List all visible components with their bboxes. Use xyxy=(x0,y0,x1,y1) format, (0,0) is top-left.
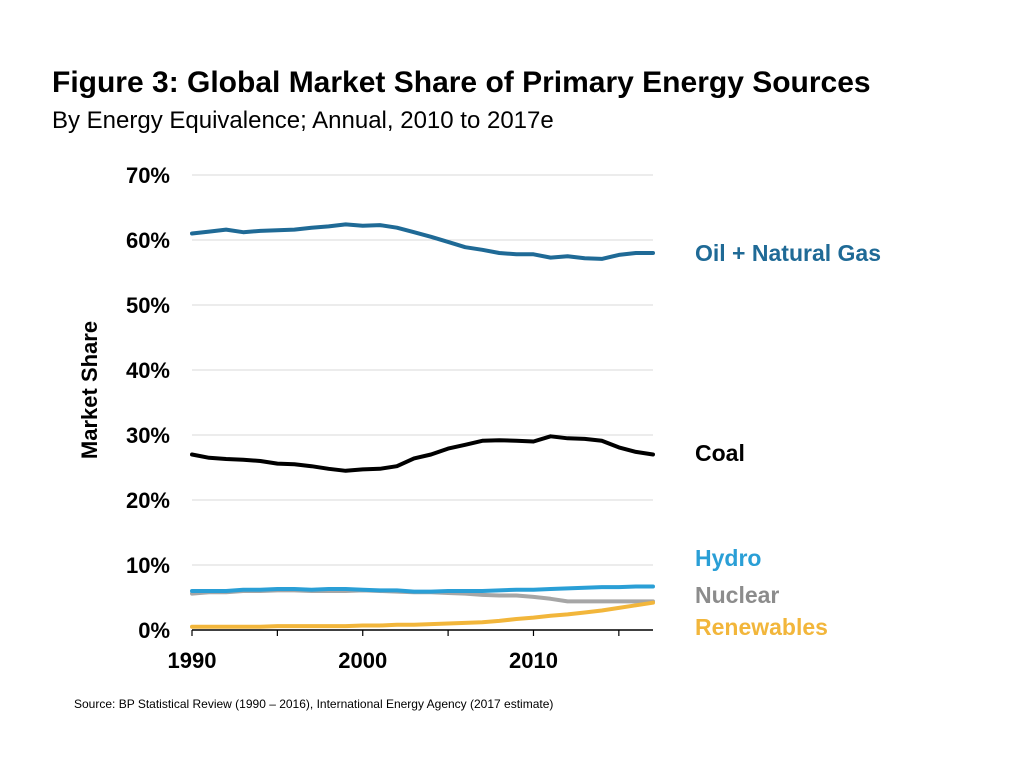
y-tick-label: 70% xyxy=(126,163,170,188)
y-tick-label: 0% xyxy=(138,618,170,643)
series-label-oil-natural-gas: Oil + Natural Gas xyxy=(695,240,881,266)
series-line-oil-natural-gas xyxy=(190,222,655,261)
y-tick-label: 40% xyxy=(126,358,170,383)
chart-subtitle: By Energy Equivalence; Annual, 2010 to 2… xyxy=(52,107,554,134)
series-label-renewables: Renewables xyxy=(695,614,828,640)
x-axis: 1990 2000 2010 xyxy=(168,629,653,673)
y-tick-label: 30% xyxy=(126,423,170,448)
gridlines xyxy=(192,174,653,566)
y-tick-label: 10% xyxy=(126,553,170,578)
series-lines xyxy=(190,222,655,629)
source-note: Source: BP Statistical Review (1990 – 20… xyxy=(74,697,554,711)
x-tick-label: 2010 xyxy=(509,648,558,673)
series-label-nuclear: Nuclear xyxy=(695,582,779,608)
series-label-coal: Coal xyxy=(695,440,745,466)
y-axis-label: Market Share xyxy=(77,321,102,459)
series-label-hydro: Hydro xyxy=(695,545,761,571)
series-line-coal xyxy=(190,434,655,473)
x-tick-label: 1990 xyxy=(168,648,217,673)
series-line-hydro xyxy=(190,584,655,594)
series-labels: Oil + Natural Gas Coal Hydro Nuclear Renewab… xyxy=(695,240,881,640)
y-axis-ticks: 0% 10% 20% 30% 40% 50% 60% 70% xyxy=(126,163,170,643)
y-tick-label: 60% xyxy=(126,228,170,253)
series-line-renewables xyxy=(190,600,655,629)
x-tick-label: 2000 xyxy=(338,648,387,673)
y-tick-label: 50% xyxy=(126,293,170,318)
chart-title: Figure 3: Global Market Share of Primary… xyxy=(52,66,871,99)
y-tick-label: 20% xyxy=(126,488,170,513)
